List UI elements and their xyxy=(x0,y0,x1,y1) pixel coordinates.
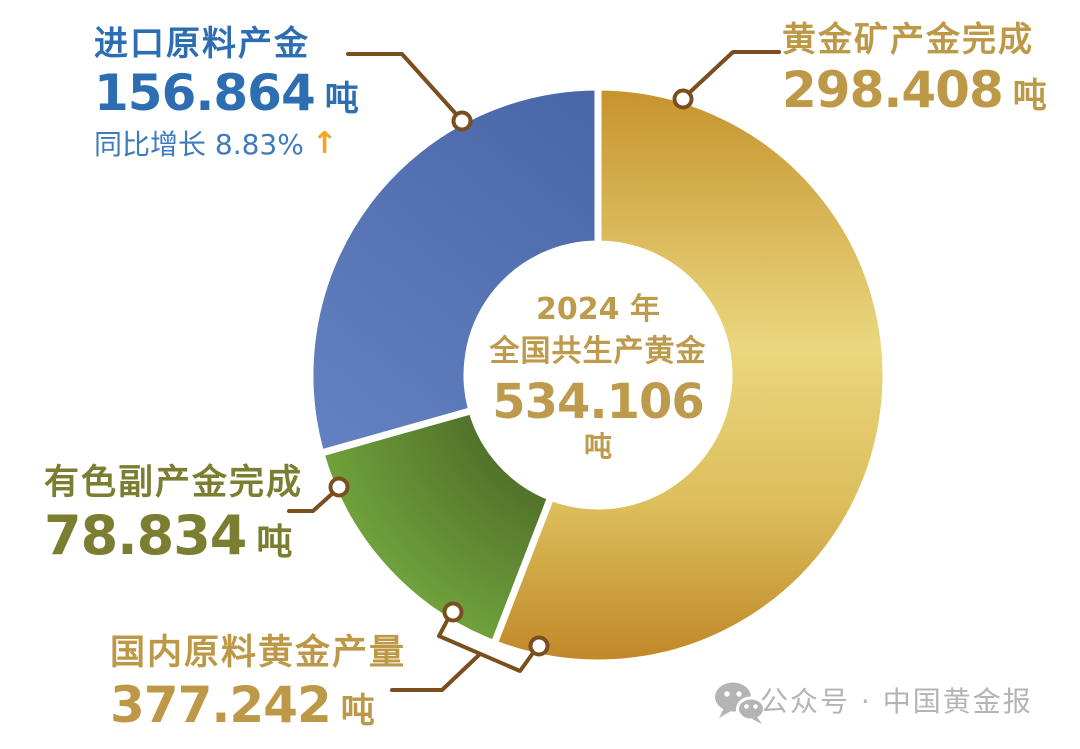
donut-center-label: 2024 年 全国共生产黄金 534.106 吨 xyxy=(490,290,707,464)
gold-mine-unit: 吨 xyxy=(1012,76,1047,116)
callout-dot-domestic-gold xyxy=(528,635,550,657)
callout-domestic-bracket xyxy=(390,601,550,692)
domestic-title: 国内原料黄金产量 xyxy=(110,633,407,673)
slice-imported-material xyxy=(306,83,602,457)
callout-byproduct xyxy=(287,476,350,513)
label-gold-mine: 黄金矿产金完成 298.408 吨 xyxy=(782,12,1047,119)
slice-nonferrous-byproduct xyxy=(317,407,555,648)
callout-dot-byproduct xyxy=(328,476,350,498)
byproduct-unit: 吨 xyxy=(256,522,293,563)
center-total-value: 534.106 xyxy=(492,374,705,430)
up-arrow-icon: ↑ xyxy=(311,125,337,161)
imported-yoy-text: 同比增长 8.83% xyxy=(94,128,304,161)
callout-dot-gold-mine xyxy=(672,88,694,110)
imported-title: 进口原料产金 xyxy=(94,24,310,64)
gold-mine-title: 黄金矿产金完成 xyxy=(782,20,1034,60)
callout-gold-mine xyxy=(672,50,781,110)
watermark: 公众号 · 中国黄金报 xyxy=(712,680,1033,720)
callout-dot-domestic-green xyxy=(442,601,464,623)
label-domestic-total: 国内原料黄金产量 377.242 吨 xyxy=(110,624,406,735)
label-imported-material: 进口原料产金 156.864 吨 同比增长 8.83% ↑ xyxy=(94,16,359,163)
donut-slices xyxy=(306,83,890,667)
callout-imported-material xyxy=(346,52,473,132)
wechat-icon xyxy=(715,682,766,724)
domestic-value: 377.242 xyxy=(110,676,332,734)
slice-gold-mine xyxy=(490,83,890,667)
callout-dot-imported xyxy=(451,110,473,132)
center-year: 2024 年 xyxy=(536,292,660,327)
watermark-text: 公众号 · 中国黄金报 xyxy=(760,685,1033,718)
imported-unit: 吨 xyxy=(324,79,359,119)
label-byproduct: 有色副产金完成 78.834 吨 xyxy=(44,454,303,567)
imported-value: 156.864 xyxy=(94,64,316,122)
center-unit: 吨 xyxy=(583,430,612,463)
gold-mine-value: 298.408 xyxy=(782,61,1004,119)
domestic-unit: 吨 xyxy=(340,691,375,731)
center-subtitle: 全国共生产黄金 xyxy=(489,334,707,369)
byproduct-title: 有色副产金完成 xyxy=(44,463,304,503)
byproduct-value: 78.834 xyxy=(44,504,247,567)
